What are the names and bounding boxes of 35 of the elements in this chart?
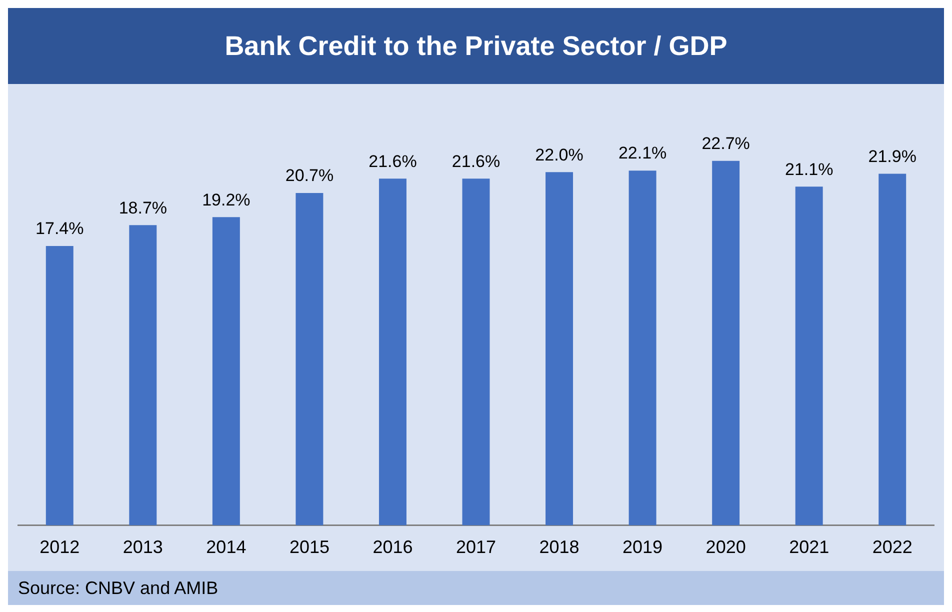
data-label: 20.7% <box>285 166 334 186</box>
x-tick-label: 2014 <box>206 537 246 558</box>
data-label: 22.0% <box>535 145 584 164</box>
data-label: 18.7% <box>118 198 168 218</box>
data-label: 21.1% <box>784 160 834 179</box>
x-tick-label: 2017 <box>456 537 496 558</box>
x-tick-label: 2022 <box>872 537 912 558</box>
bar <box>795 186 823 526</box>
x-tick-label: 2020 <box>706 537 746 558</box>
x-tick-label: 2021 <box>789 537 830 558</box>
x-tick-label: 2019 <box>622 537 663 558</box>
bar <box>878 174 906 526</box>
data-label: 17.4% <box>36 219 84 238</box>
data-label: 22.1% <box>618 144 667 163</box>
x-tick-label: 2013 <box>122 537 163 558</box>
bar <box>296 193 324 526</box>
data-label: 22.7% <box>702 134 750 154</box>
bar <box>628 170 656 526</box>
bar <box>378 178 406 526</box>
bar <box>129 225 157 526</box>
x-tick-label: 2012 <box>40 537 80 558</box>
bar <box>46 246 74 526</box>
chart-title: Bank Credit to the Private Sector / GDP <box>8 8 944 84</box>
data-label: 21.6% <box>368 152 417 171</box>
bar <box>712 160 740 526</box>
data-label: 19.2% <box>202 190 250 210</box>
x-tick-label: 2016 <box>372 537 413 558</box>
source-note: Source: CNBV and AMIB <box>8 571 944 605</box>
bar <box>462 178 490 526</box>
bar <box>212 217 240 526</box>
x-tick-label: 2015 <box>289 537 330 558</box>
bar <box>546 172 574 526</box>
data-label: 21.6% <box>452 152 500 171</box>
x-tick-label: 2018 <box>539 537 580 558</box>
data-label: 21.9% <box>868 146 916 166</box>
